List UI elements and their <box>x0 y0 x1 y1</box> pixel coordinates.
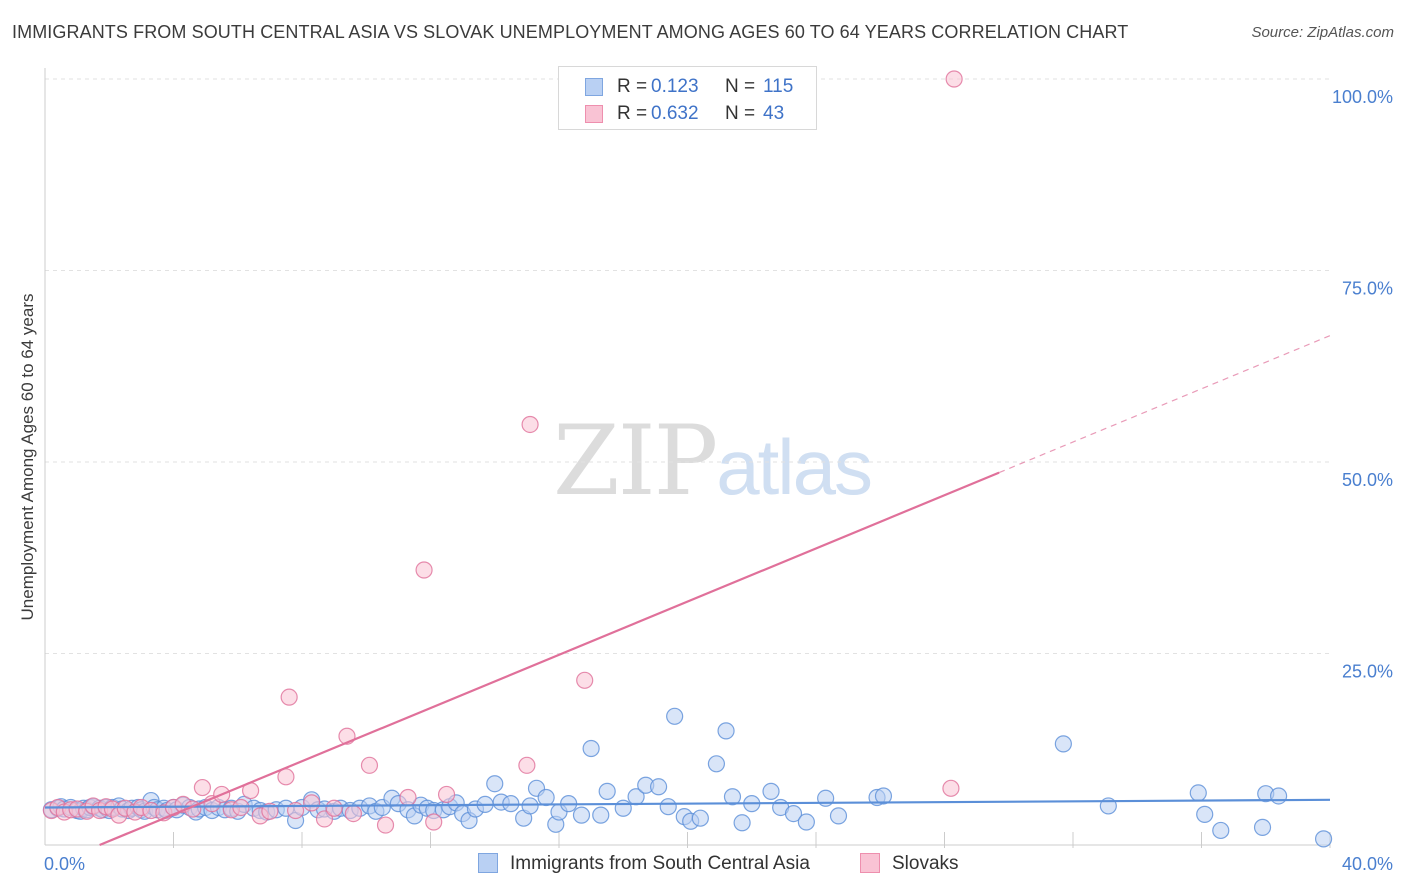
point-south-central-asia <box>707 755 726 773</box>
y-axis-label: Unemployment Among Ages 60 to 64 years <box>18 293 37 621</box>
point-south-central-asia <box>1253 818 1272 836</box>
point-south-central-asia <box>784 804 803 823</box>
point-south-central-asia <box>521 797 539 815</box>
trend-line-slovaks <box>99 471 1000 847</box>
y-tick-label: 75.0% <box>1342 279 1393 299</box>
point-slovaks <box>415 561 433 579</box>
chart-title: IMMIGRANTS FROM SOUTH CENTRAL ASIA VS SL… <box>12 22 1129 42</box>
grid-lines <box>45 78 1330 654</box>
point-south-central-asia <box>486 775 504 793</box>
legend-r-value: 0.632 <box>651 103 699 124</box>
bottom-legend-swatch-blue <box>478 853 498 873</box>
point-south-central-asia <box>733 814 751 832</box>
point-south-central-asia <box>1196 805 1214 823</box>
legend-r-label: R = <box>617 103 648 124</box>
point-south-central-asia <box>1314 830 1333 848</box>
trend-lines <box>44 335 1331 847</box>
point-south-central-asia <box>762 782 780 800</box>
point-slovaks <box>193 778 212 797</box>
legend-n-label: N = <box>725 103 756 124</box>
bottom-legend-swatch-pink <box>860 853 880 873</box>
point-south-central-asia <box>874 787 893 805</box>
y-tick-label: 100.0% <box>1332 87 1393 107</box>
point-south-central-asia <box>723 788 742 806</box>
legend-n-value: 115 <box>763 76 794 97</box>
point-south-central-asia <box>537 788 555 807</box>
watermark: ZIPatlas <box>553 405 873 517</box>
point-slovaks <box>945 70 963 88</box>
data-points <box>42 70 1333 848</box>
trend-line-slovaks-projection <box>998 335 1331 474</box>
trend-line-south-central-asia <box>44 798 1331 809</box>
correlation-legend: R = 0.123 N = 115 R = 0.632 N = 43 <box>558 66 817 130</box>
point-south-central-asia <box>717 722 735 740</box>
legend-r-value: 0.123 <box>651 76 699 97</box>
point-south-central-asia <box>582 739 600 758</box>
watermark-atlas: atlas <box>716 423 873 511</box>
x-tick-label: 40.0% <box>1342 854 1393 874</box>
point-south-central-asia <box>829 807 848 825</box>
point-south-central-asia <box>572 806 591 824</box>
point-slovaks <box>232 798 250 817</box>
point-slovaks <box>303 794 321 812</box>
legend-n-label: N = <box>725 76 756 97</box>
legend-r-label: R = <box>617 76 648 97</box>
point-south-central-asia <box>614 799 632 817</box>
point-south-central-asia <box>649 778 668 796</box>
legend-swatch-blue <box>585 78 603 96</box>
legend-n-value: 43 <box>763 103 785 124</box>
bottom-legend-label: Immigrants from South Central Asia <box>510 853 810 874</box>
point-south-central-asia <box>598 782 616 800</box>
x-tick-label: 0.0% <box>44 854 85 874</box>
point-south-central-asia <box>1054 735 1072 753</box>
y-tick-label: 25.0% <box>1342 662 1393 682</box>
point-slovaks <box>942 779 960 797</box>
point-slovaks <box>261 802 279 820</box>
point-slovaks <box>360 756 379 774</box>
point-south-central-asia <box>691 809 709 827</box>
point-slovaks <box>425 813 443 831</box>
point-slovaks <box>325 799 343 817</box>
point-south-central-asia <box>659 798 677 816</box>
legend-swatch-pink <box>585 105 603 123</box>
bottom-legend-label: Slovaks <box>892 853 959 874</box>
point-slovaks <box>376 816 395 834</box>
y-tick-label: 50.0% <box>1342 470 1393 490</box>
watermark-zip: ZIP <box>553 405 718 517</box>
point-slovaks <box>521 415 539 434</box>
point-south-central-asia <box>1189 784 1207 802</box>
point-slovaks <box>437 785 456 804</box>
tick-labels: 25.0% 50.0% 75.0% 100.0% 0.0% 40.0% <box>44 87 1393 874</box>
point-slovaks <box>344 804 362 823</box>
point-slovaks <box>315 810 334 828</box>
point-south-central-asia <box>1269 787 1288 805</box>
point-south-central-asia <box>592 806 610 824</box>
point-slovaks <box>399 788 417 807</box>
axes <box>44 68 1331 848</box>
point-slovaks <box>518 756 536 774</box>
source-credit: Source: ZipAtlas.com <box>1251 24 1394 41</box>
point-slovaks <box>280 688 298 706</box>
point-south-central-asia <box>1212 821 1230 840</box>
point-south-central-asia <box>797 813 815 831</box>
point-south-central-asia <box>666 707 684 725</box>
point-slovaks <box>576 671 594 689</box>
